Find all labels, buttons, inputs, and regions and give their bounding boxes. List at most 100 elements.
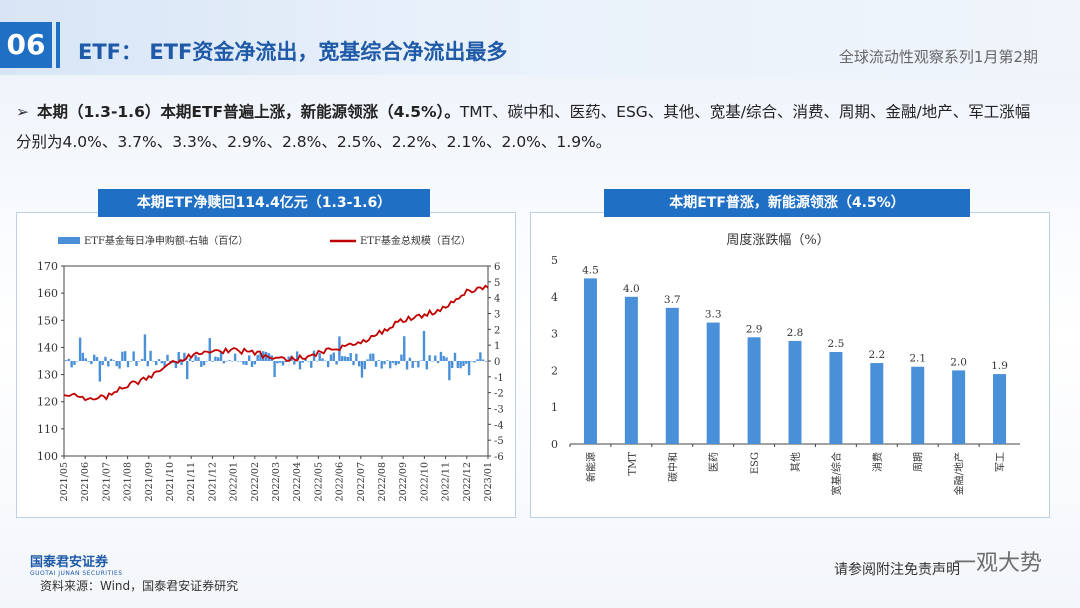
net-purchase-bar — [101, 361, 104, 366]
net-purchase-bar — [436, 361, 440, 364]
net-purchase-bar — [439, 351, 443, 361]
net-purchase-bar — [324, 360, 327, 362]
y-tick-label: 2 — [551, 364, 558, 377]
data-label: 3.7 — [664, 294, 681, 306]
data-label: 2.5 — [828, 338, 845, 350]
y-tick-label: 130 — [37, 369, 58, 382]
report-series-name: 全球流动性观察系列1月第2期 — [838, 48, 1038, 66]
bar-ESG — [747, 337, 761, 444]
net-purchase-bar — [326, 361, 330, 368]
net-purchase-bar — [481, 359, 485, 361]
watermark: 一观大势 — [953, 551, 1042, 576]
net-purchase-bar — [383, 361, 386, 365]
net-purchase-bar — [191, 361, 195, 362]
net-purchase-bar — [95, 357, 99, 361]
net-purchase-bar — [222, 361, 226, 364]
x-tick-label: 2021/11 — [186, 462, 197, 501]
net-purchase-bar — [64, 360, 68, 361]
net-purchase-bar — [397, 361, 400, 364]
x-tick-label: 2022/03 — [271, 462, 282, 501]
x-tick-label: 周期 — [913, 452, 925, 472]
net-purchase-bar — [346, 357, 350, 361]
net-purchase-bar — [473, 361, 476, 363]
net-purchase-bar — [408, 357, 412, 361]
header-divider — [56, 22, 60, 68]
x-tick-label: 2022/12 — [462, 462, 473, 501]
header-band — [0, 0, 1080, 75]
net-purchase-bar — [428, 355, 431, 361]
disclaimer-note: 请参阅附注免责声明 — [834, 562, 960, 578]
x-tick-label: 2021/12 — [207, 462, 218, 501]
net-purchase-bar — [250, 361, 254, 368]
net-purchase-bar — [372, 353, 375, 361]
x-tick-label: 金融/地产 — [953, 452, 966, 495]
y-tick-label: 4 — [551, 291, 558, 304]
y2-tick-label: -1 — [494, 373, 504, 384]
company-logo: 国泰君安证券 GUOTAI JUNAN SECURITIES — [30, 551, 123, 577]
net-purchase-bar — [160, 361, 164, 364]
net-purchase-bar — [394, 361, 397, 366]
net-purchase-bar — [380, 361, 383, 369]
y2-tick-label: 0 — [494, 357, 500, 368]
x-tick-label: TMT — [627, 452, 638, 476]
net-purchase-bar — [467, 361, 471, 376]
net-purchase-bar — [225, 361, 228, 362]
data-label: 2.2 — [868, 349, 885, 361]
net-purchase-bar — [104, 356, 107, 361]
y2-tick-label: -3 — [494, 405, 504, 416]
bar-TMT — [624, 296, 638, 444]
data-label: 2.0 — [950, 356, 967, 368]
summary-bold: 本期（1.3-1.6）本期ETF普遍上涨，新能源领涨（4.5%）。 — [37, 103, 460, 121]
y2-tick-label: 3 — [494, 310, 500, 321]
net-purchase-bar — [456, 361, 460, 368]
y-tick-label: 3 — [551, 328, 558, 341]
legend-label-net-purchase: ETF基金每日净申购额-右轴（百亿） — [84, 234, 248, 247]
net-purchase-bar — [476, 359, 479, 361]
y2-tick-label: -4 — [494, 420, 504, 431]
net-purchase-bar — [177, 351, 180, 361]
bullet-arrow-icon: ➢ — [16, 103, 29, 121]
y-tick-label: 100 — [37, 450, 58, 463]
net-purchase-bar — [332, 352, 335, 361]
x-tick-label: 2022/09 — [398, 462, 409, 501]
net-purchase-bar — [357, 361, 361, 367]
legend-label-total-size: ETF基金总规模（百亿） — [360, 234, 471, 247]
net-purchase-bar — [228, 360, 231, 361]
data-label: 1.9 — [991, 360, 1008, 372]
summary-rest: TMT、碳中和、医药、ESG、其他、宽基/综合、消费、周期、金融/地产、军工涨幅… — [16, 103, 1031, 151]
y2-tick-label: 2 — [494, 325, 500, 336]
y-tick-label: 170 — [37, 260, 58, 273]
net-purchase-bar — [363, 361, 366, 370]
net-purchase-bar — [87, 361, 90, 362]
net-purchase-bar — [450, 361, 454, 369]
y2-tick-label: 6 — [494, 262, 500, 273]
net-purchase-bar — [448, 361, 451, 381]
net-purchase-bar — [295, 351, 299, 361]
net-purchase-bar — [138, 361, 141, 362]
net-purchase-bar — [84, 358, 87, 361]
net-purchase-bar — [107, 361, 110, 367]
net-purchase-bar — [388, 361, 392, 369]
net-purchase-bar — [231, 361, 234, 362]
net-purchase-bar — [143, 334, 147, 361]
y-tick-label: 5 — [551, 254, 558, 267]
y2-tick-label: 5 — [494, 278, 500, 289]
net-purchase-bar — [245, 361, 248, 366]
net-purchase-bar — [205, 360, 209, 362]
net-purchase-bar — [248, 355, 251, 361]
net-purchase-bar — [214, 356, 217, 361]
left-panel-heading: 本期ETF净赎回114.4亿元（1.3-1.6） — [98, 189, 430, 217]
bar-碳中和 — [665, 307, 679, 444]
net-purchase-bar — [405, 361, 409, 370]
page-title: ETF： ETF资金净流出，宽基综合净流出最多 — [78, 40, 508, 64]
net-purchase-bar — [315, 360, 319, 362]
net-purchase-bar — [422, 330, 426, 361]
net-purchase-bar — [417, 361, 420, 368]
y-tick-label: 1 — [551, 401, 558, 414]
y2-tick-label: -6 — [494, 452, 504, 463]
net-purchase-bar — [146, 361, 149, 367]
net-purchase-bar — [166, 354, 169, 361]
net-purchase-bar — [445, 357, 448, 361]
net-purchase-bar — [90, 361, 93, 365]
net-purchase-bar — [298, 361, 302, 370]
